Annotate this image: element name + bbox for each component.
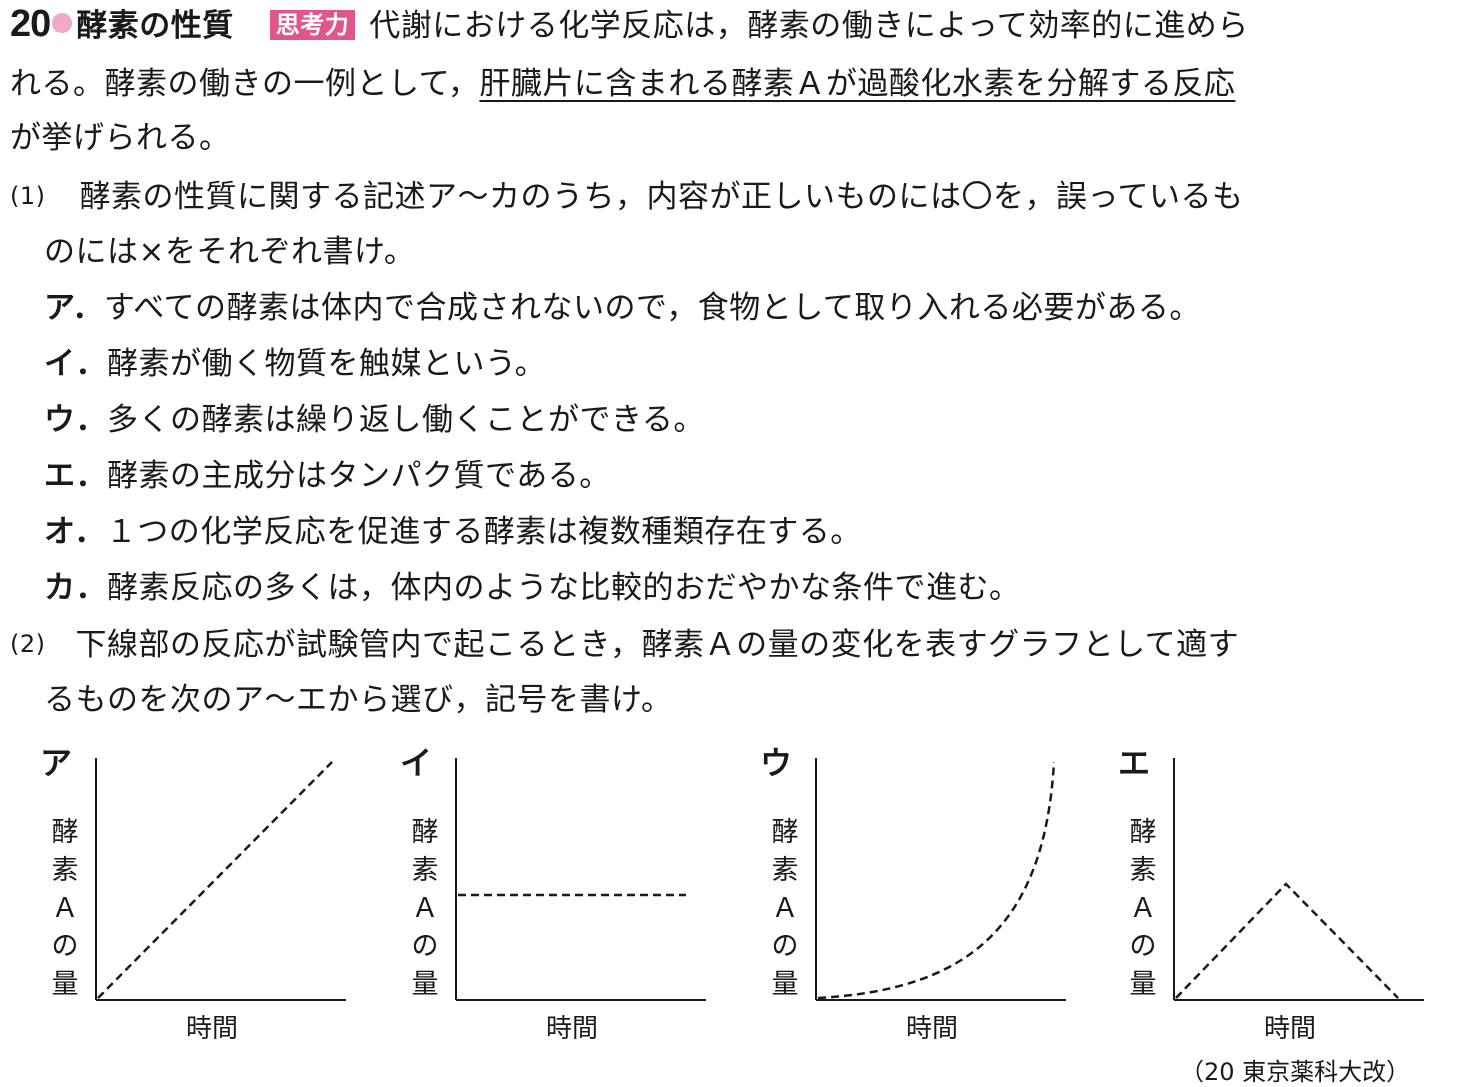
q1-text-1: 酵素の性質に関する記述ア～カのうち，内容が正しいものには〇を，誤っているも: [79, 179, 1244, 215]
intro-line-3: が挙げられる。: [10, 118, 231, 158]
statement-letter: ウ．: [44, 402, 107, 438]
statement-ka: カ．酵素反応の多くは，体内のような比較的おだやかな条件で進む。: [44, 568, 1021, 608]
graph-letter: イ: [400, 744, 433, 782]
q1-label: (1): [10, 182, 46, 210]
statement-letter: イ．: [44, 346, 107, 382]
curve-exponential: [817, 761, 1056, 1000]
underlined-reaction: 肝臓片に含まれる酵素Ａが過酸化水素を分解する反応: [479, 66, 1236, 102]
graph-letter: ウ: [760, 744, 793, 782]
graph-plot: [1173, 758, 1424, 1001]
skill-tag: 思考力: [269, 10, 356, 40]
statement-text: 酵素が働く物質を触媒という。: [107, 346, 547, 382]
statement-text: すべての酵素は体内で合成されないので，食物として取り入れる必要がある。: [103, 290, 1201, 326]
statement-i: イ．酵素が働く物質を触媒という。: [44, 344, 546, 384]
statement-text: １つの化学反応を促進する酵素は複数種類存在する。: [105, 514, 862, 550]
graph-letter: エ: [1118, 744, 1151, 782]
bullet-dot-icon: [52, 13, 73, 33]
graph-plot: [455, 758, 706, 1001]
q2-text-2: るものを次のア～エから選び，記号を書け。: [44, 682, 673, 718]
q1-text-2: のには×をそれぞれ書け。: [44, 234, 416, 270]
q2-line-2: るものを次のア～エから選び，記号を書け。: [44, 680, 672, 720]
q2-text-1: 下線部の反応が試験管内で起こるとき，酵素Ａの量の変化を表すグラフとして適す: [75, 627, 1240, 663]
intro-text-1: 代謝における化学反応は，酵素の働きによって効率的に進めら: [369, 8, 1249, 44]
graph-xlabel: 時間: [186, 1014, 239, 1044]
graph-xlabel: 時間: [906, 1014, 959, 1044]
statement-letter: カ．: [44, 570, 107, 606]
q2-label: (2): [10, 630, 46, 658]
q2-line-1: (2) 下線部の反応が試験管内で起こるとき，酵素Ａの量の変化を表すグラフとして適す: [10, 624, 1239, 665]
problem-number: 20: [10, 3, 51, 45]
source-citation: （20 東京薬科大改）: [1180, 1058, 1411, 1086]
problem-header: 20 酵素の性質 思考力 代謝における化学反応は，酵素の働きによって効率的に進めら: [10, 4, 1249, 46]
q1-line-2: のには×をそれぞれ書け。: [44, 232, 415, 272]
intro-line-2: れる。酵素の働きの一例として，肝臓片に含まれる酵素Ａが過酸化水素を分解する反応: [10, 64, 1235, 104]
statement-text: 酵素反応の多くは，体内のような比較的おだやかな条件で進む。: [107, 570, 1021, 606]
statement-u: ウ．多くの酵素は繰り返し働くことができる。: [44, 400, 705, 440]
statement-letter: エ．: [44, 458, 107, 494]
graph-plot: [95, 758, 346, 1001]
statement-e: エ．酵素の主成分はタンパク質である。: [44, 456, 611, 496]
statement-o: オ．１つの化学反応を促進する酵素は複数種類存在する。: [44, 512, 862, 552]
q1-line-1: (1) 酵素の性質に関する記述ア～カのうち，内容が正しいものには〇を，誤っているも: [10, 176, 1243, 217]
problem-title: 酵素の性質: [76, 8, 234, 44]
statement-text: 酵素の主成分はタンパク質である。: [107, 458, 611, 494]
graph-plot: [815, 758, 1066, 1001]
graph-letter: ア: [40, 744, 73, 782]
curve-rise-fall: [1175, 882, 1399, 999]
statement-a: ア．すべての酵素は体内で合成されないので，食物として取り入れる必要がある。: [44, 288, 1201, 328]
curve-increasing: [97, 761, 333, 999]
intro-text-2a: れる。酵素の働きの一例として，: [10, 66, 480, 102]
graph-xlabel: 時間: [1264, 1014, 1317, 1044]
statement-letter: オ．: [44, 514, 106, 550]
statement-letter: ア．: [44, 290, 104, 326]
statement-text: 多くの酵素は繰り返し働くことができる。: [107, 402, 705, 438]
intro-text-3: が挙げられる。: [10, 120, 231, 156]
graph-xlabel: 時間: [546, 1014, 599, 1044]
